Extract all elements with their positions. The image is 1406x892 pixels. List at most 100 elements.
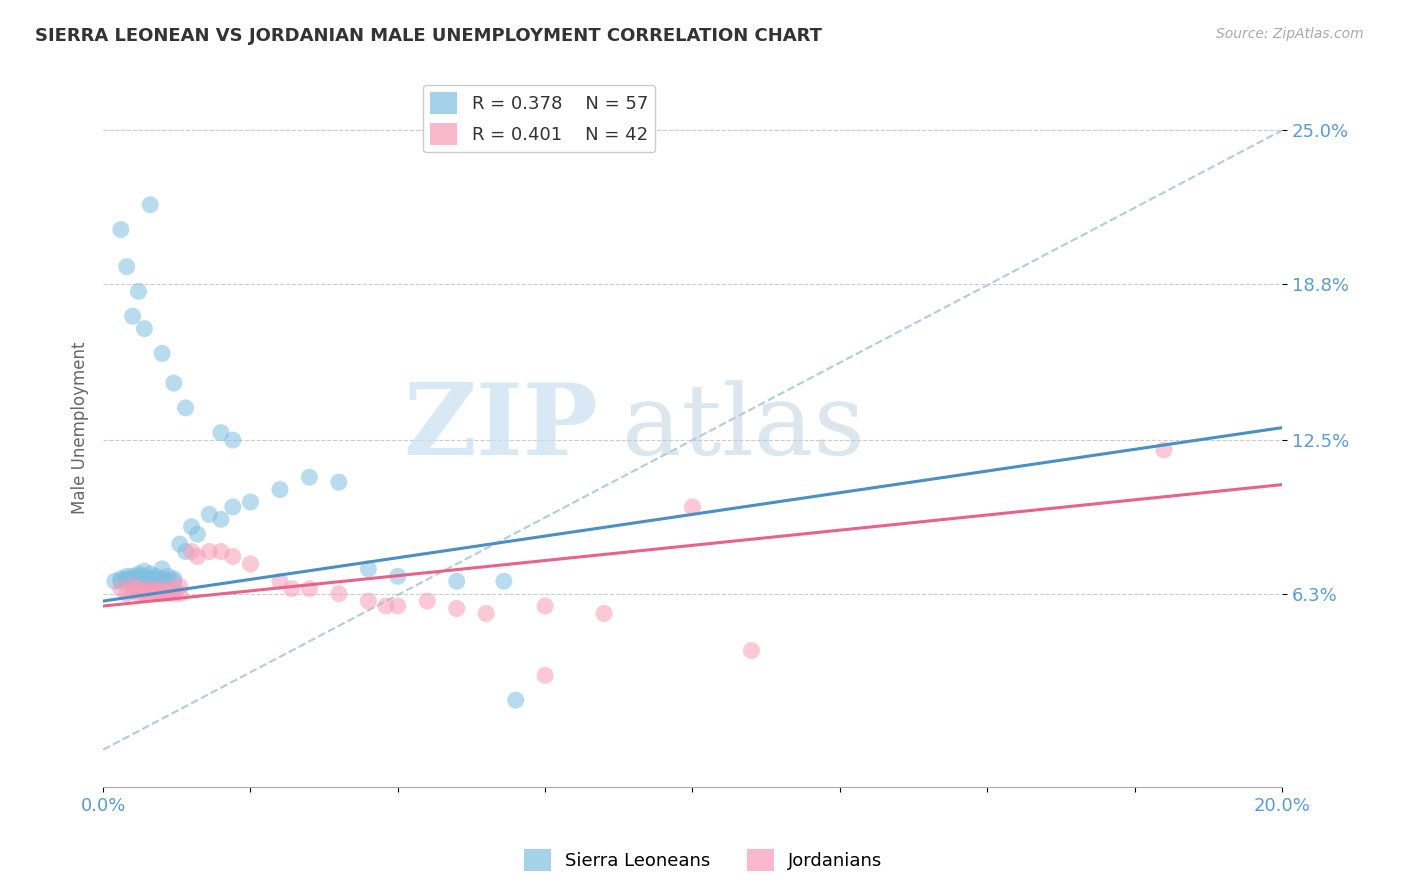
Point [198,508,221,522]
Point [387,599,409,613]
Point [139,566,162,581]
Point [150,582,173,596]
Point [150,574,173,589]
Point [127,569,149,583]
Point [505,693,527,707]
Point [150,572,173,586]
Point [180,544,202,558]
Point [127,574,149,589]
Point [127,572,149,586]
Point [115,587,138,601]
Point [492,574,515,589]
Point [534,599,557,613]
Point [121,579,143,593]
Point [134,321,156,335]
Point [239,557,262,571]
Point [186,549,208,564]
Text: ZIP: ZIP [404,379,598,476]
Point [145,584,167,599]
Point [121,569,143,583]
Point [740,643,762,657]
Text: SIERRA LEONEAN VS JORDANIAN MALE UNEMPLOYMENT CORRELATION CHART: SIERRA LEONEAN VS JORDANIAN MALE UNEMPLO… [35,27,823,45]
Point [150,562,173,576]
Point [115,260,138,274]
Point [104,574,127,589]
Point [186,527,208,541]
Point [156,587,179,601]
Point [298,470,321,484]
Point [180,520,202,534]
Legend: Sierra Leoneans, Jordanians: Sierra Leoneans, Jordanians [516,842,890,879]
Point [269,574,291,589]
Point [150,587,173,601]
Point [357,562,380,576]
Point [239,495,262,509]
Point [169,579,191,593]
Point [110,582,132,596]
Point [209,544,232,558]
Legend: R = 0.378    N = 57, R = 0.401    N = 42: R = 0.378 N = 57, R = 0.401 N = 42 [423,85,655,153]
Point [139,587,162,601]
Point [145,572,167,586]
Point [127,285,149,299]
Point [156,569,179,583]
Point [446,574,468,589]
Point [121,572,143,586]
Point [110,572,132,586]
Point [145,569,167,583]
Point [150,346,173,360]
Point [134,572,156,586]
Point [139,582,162,596]
Point [115,574,138,589]
Point [280,582,302,596]
Point [139,574,162,589]
Point [169,537,191,551]
Point [115,569,138,583]
Point [222,500,245,514]
Point [163,587,186,601]
Point [163,582,186,596]
Point [134,587,156,601]
Text: Source: ZipAtlas.com: Source: ZipAtlas.com [1216,27,1364,41]
Point [110,574,132,589]
Point [156,574,179,589]
Point [121,574,143,589]
Point [121,310,143,324]
Point [163,574,186,589]
Point [127,587,149,601]
Point [593,607,616,621]
Point [115,572,138,586]
Point [209,425,232,440]
Point [134,565,156,579]
Point [156,584,179,599]
Point [134,584,156,599]
Point [174,401,197,415]
Point [121,584,143,599]
Point [682,500,704,514]
Point [475,607,498,621]
Point [163,376,186,390]
Point [145,574,167,589]
Point [387,569,409,583]
Point [110,222,132,236]
Point [174,544,197,558]
Point [222,549,245,564]
Point [534,668,557,682]
Point [1153,442,1175,457]
Point [127,582,149,596]
Point [328,475,350,490]
Point [416,594,439,608]
Point [446,601,468,615]
Point [357,594,380,608]
Point [139,572,162,586]
Point [127,566,149,581]
Point [209,512,232,526]
Point [298,582,321,596]
Point [139,198,162,212]
Point [145,587,167,601]
Point [198,544,221,558]
Point [134,569,156,583]
Point [375,599,398,613]
Point [269,483,291,497]
Point [134,574,156,589]
